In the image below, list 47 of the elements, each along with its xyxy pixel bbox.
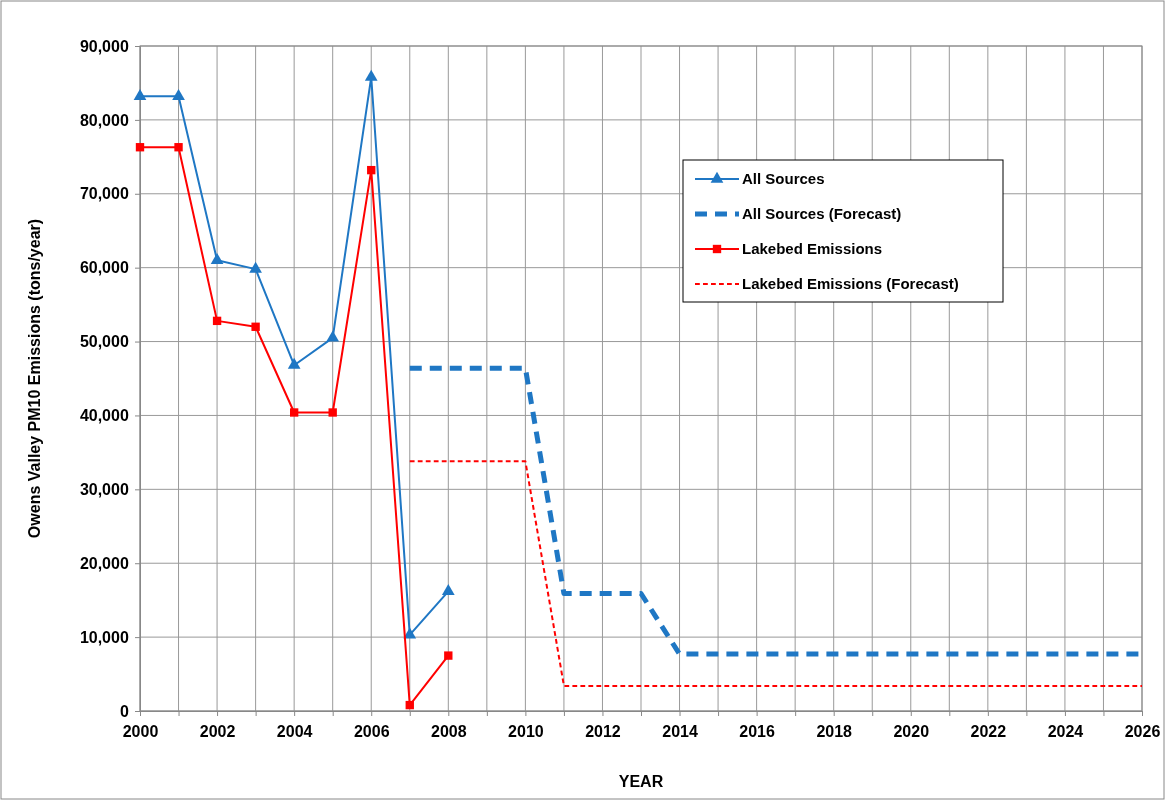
y-tick-label: 80,000	[79, 111, 129, 129]
x-tick-label: 2022	[970, 722, 1007, 740]
y-tick-label: 60,000	[79, 259, 129, 277]
point	[174, 143, 183, 152]
legend-label: Lakebed Emissions (Forecast)	[742, 275, 959, 292]
point	[133, 88, 147, 100]
point	[212, 316, 222, 326]
y-tick-label: 0	[119, 702, 129, 720]
point	[328, 408, 337, 417]
y-tick-label: 70,000	[79, 185, 129, 203]
y-axis-title: Owens Valley PM10 Emissions (tons/year)	[26, 218, 43, 539]
legend-label: All Sources (Forecast)	[742, 205, 902, 222]
y-tick-label: 20,000	[79, 554, 129, 572]
point	[172, 88, 185, 100]
point	[441, 583, 455, 595]
point	[210, 252, 224, 264]
point	[251, 322, 260, 331]
x-tick-label: 2002	[199, 722, 236, 740]
x-tick-label: 2008	[431, 722, 467, 740]
x-axis-title: YEAR	[618, 773, 664, 790]
legend-label: All Sources	[742, 170, 825, 187]
point	[444, 651, 453, 660]
point	[326, 330, 340, 342]
x-tick-label: 2024	[1047, 722, 1084, 740]
y-tick-label: 50,000	[79, 333, 129, 351]
x-tick-label: 2000	[122, 722, 159, 740]
x-tick-label: 2020	[893, 722, 930, 740]
point	[135, 143, 145, 152]
x-tick-label: 2016	[739, 722, 776, 740]
x-tick-label: 2018	[816, 722, 853, 740]
x-tick-label: 2010	[508, 722, 544, 740]
y-tick-label: 10,000	[79, 628, 129, 646]
point	[287, 357, 301, 369]
x-tick-label: 2026	[1124, 722, 1161, 740]
y-tick-label: 40,000	[79, 407, 129, 425]
y-tick-label: 90,000	[79, 37, 129, 55]
x-tick-label: 2012	[585, 722, 621, 740]
point	[249, 261, 262, 273]
legend-label: Lakebed Emissions	[742, 240, 883, 257]
point	[289, 408, 299, 417]
point	[405, 700, 414, 710]
x-tick-label: 2004	[276, 722, 313, 740]
point	[367, 165, 376, 175]
y-tick-label: 30,000	[79, 480, 129, 498]
point	[364, 69, 378, 81]
x-tick-label: 2006	[353, 722, 390, 740]
x-tick-label: 2014	[662, 722, 698, 740]
